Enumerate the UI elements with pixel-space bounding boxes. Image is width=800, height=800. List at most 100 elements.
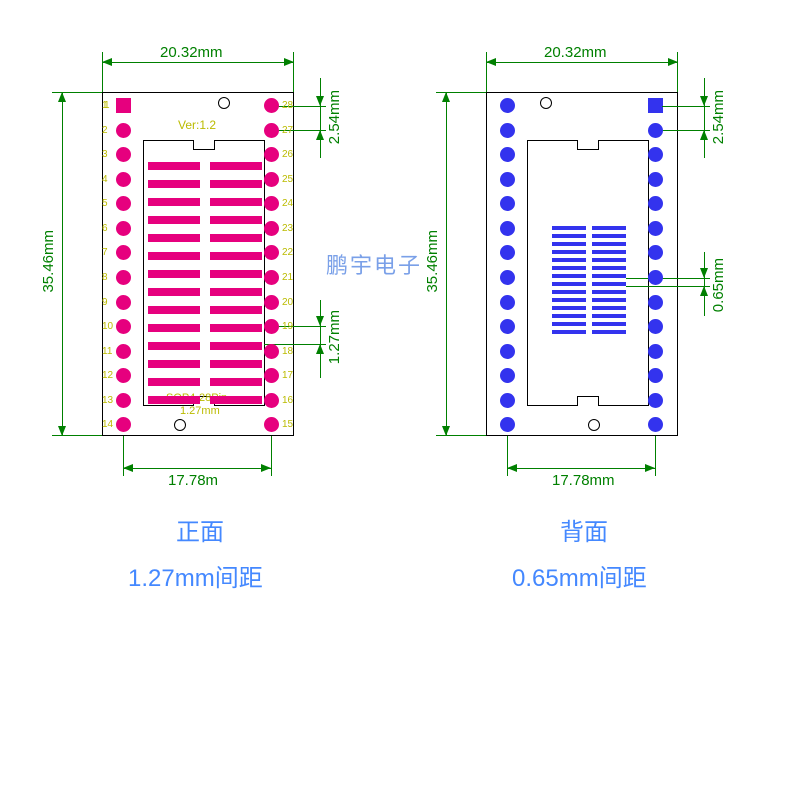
- pin-number: 10: [102, 321, 113, 332]
- smd-pad: [592, 298, 626, 302]
- pin-number: 15: [282, 419, 293, 430]
- pad-circle: [264, 172, 279, 187]
- smd-pad: [592, 226, 626, 230]
- pad-circle: [500, 270, 515, 285]
- smd-pad: [148, 234, 200, 242]
- pad-circle: [116, 221, 131, 236]
- smd-pad: [592, 234, 626, 238]
- pin-number: 22: [282, 247, 293, 258]
- pad-circle: [500, 344, 515, 359]
- smd-pad: [210, 216, 262, 224]
- pin-number: 26: [282, 149, 293, 160]
- smd-pad: [552, 282, 586, 286]
- pad-circle: [500, 98, 515, 113]
- pad-circle: [648, 123, 663, 138]
- smd-pad: [148, 396, 200, 404]
- smd-pad: [552, 234, 586, 238]
- pin-number: 6: [102, 223, 108, 234]
- front-title: 正面: [176, 512, 224, 547]
- smd-pad: [592, 330, 626, 334]
- pad-circle: [264, 221, 279, 236]
- smd-pad: [210, 162, 262, 170]
- smd-pad: [148, 162, 200, 170]
- pin-number: 11: [102, 346, 112, 357]
- pin-number: 8: [102, 272, 108, 283]
- back-hole-bottom: [588, 419, 600, 431]
- dim-front-254-txt: 2.54mm: [326, 90, 343, 144]
- pad-circle: [264, 393, 279, 408]
- pad-circle: [264, 344, 279, 359]
- smd-pad: [210, 378, 262, 386]
- back-sub: 0.65mm间距: [512, 558, 647, 593]
- pad-circle: [264, 98, 279, 113]
- smd-pad: [592, 322, 626, 326]
- dim-front-top-txt: 20.32mm: [160, 44, 223, 61]
- smd-pad: [552, 226, 586, 230]
- front-ver: Ver:1.2: [178, 118, 216, 132]
- pad-circle: [264, 270, 279, 285]
- smd-pad: [148, 270, 200, 278]
- pin-number: 2: [102, 125, 108, 136]
- pin-number: 7: [102, 247, 108, 258]
- smd-pad: [210, 360, 262, 368]
- pad-circle: [116, 393, 131, 408]
- back-hole-top: [540, 97, 552, 109]
- dim-back-bot-txt: 17.78mm: [552, 472, 615, 489]
- pin-number: 21: [282, 272, 293, 283]
- front-hole-bottom: [174, 419, 186, 431]
- smd-pad: [210, 198, 262, 206]
- smd-pad: [552, 242, 586, 246]
- pad-circle: [500, 295, 515, 310]
- watermark: 鹏宇电子: [326, 248, 422, 280]
- smd-pad: [552, 290, 586, 294]
- smd-pad: [592, 314, 626, 318]
- smd-pad: [592, 242, 626, 246]
- smd-pad: [148, 216, 200, 224]
- back-ic-outline: [527, 140, 649, 406]
- pad-circle: [500, 172, 515, 187]
- back-title: 背面: [560, 512, 608, 547]
- back-notch: [577, 140, 599, 150]
- pin-number: 4: [102, 174, 108, 185]
- smd-pad: [210, 324, 262, 332]
- smd-pad: [148, 342, 200, 350]
- smd-pad: [210, 252, 262, 260]
- smd-pad: [148, 378, 200, 386]
- smd-pad: [552, 306, 586, 310]
- pad-circle: [648, 172, 663, 187]
- smd-pad: [148, 198, 200, 206]
- pad-circle: [116, 344, 131, 359]
- smd-pad: [210, 342, 262, 350]
- pad-circle: [116, 295, 131, 310]
- dim-front-left-txt: 35.46mm: [40, 230, 57, 293]
- smd-pad: [592, 250, 626, 254]
- front-bottom2: 1.27mm: [180, 405, 220, 417]
- pin-number: 27: [282, 125, 293, 136]
- smd-pad: [552, 330, 586, 334]
- dim-front-bot-txt: 17.78m: [168, 472, 218, 489]
- pin-number: 14: [102, 419, 113, 430]
- smd-pad: [148, 252, 200, 260]
- smd-pad: [552, 314, 586, 318]
- pin-number: 12: [102, 370, 113, 381]
- smd-pad: [552, 258, 586, 262]
- smd-pad: [210, 288, 262, 296]
- smd-pad: [148, 324, 200, 332]
- pad-circle: [116, 172, 131, 187]
- pad-circle: [116, 123, 131, 138]
- smd-pad: [148, 288, 200, 296]
- smd-pad: [592, 274, 626, 278]
- smd-pad: [552, 298, 586, 302]
- pin-number: 9: [102, 297, 108, 308]
- pin-number: 1: [102, 100, 108, 111]
- pad-circle: [648, 221, 663, 236]
- smd-pad: [592, 306, 626, 310]
- smd-pad: [592, 290, 626, 294]
- smd-pad: [148, 360, 200, 368]
- back-pad-pin1: [648, 98, 663, 113]
- smd-pad: [552, 322, 586, 326]
- smd-pad: [552, 274, 586, 278]
- pin-number: 16: [282, 395, 293, 406]
- smd-pad: [592, 282, 626, 286]
- dim-front-127-txt: 1.27mm: [326, 310, 343, 364]
